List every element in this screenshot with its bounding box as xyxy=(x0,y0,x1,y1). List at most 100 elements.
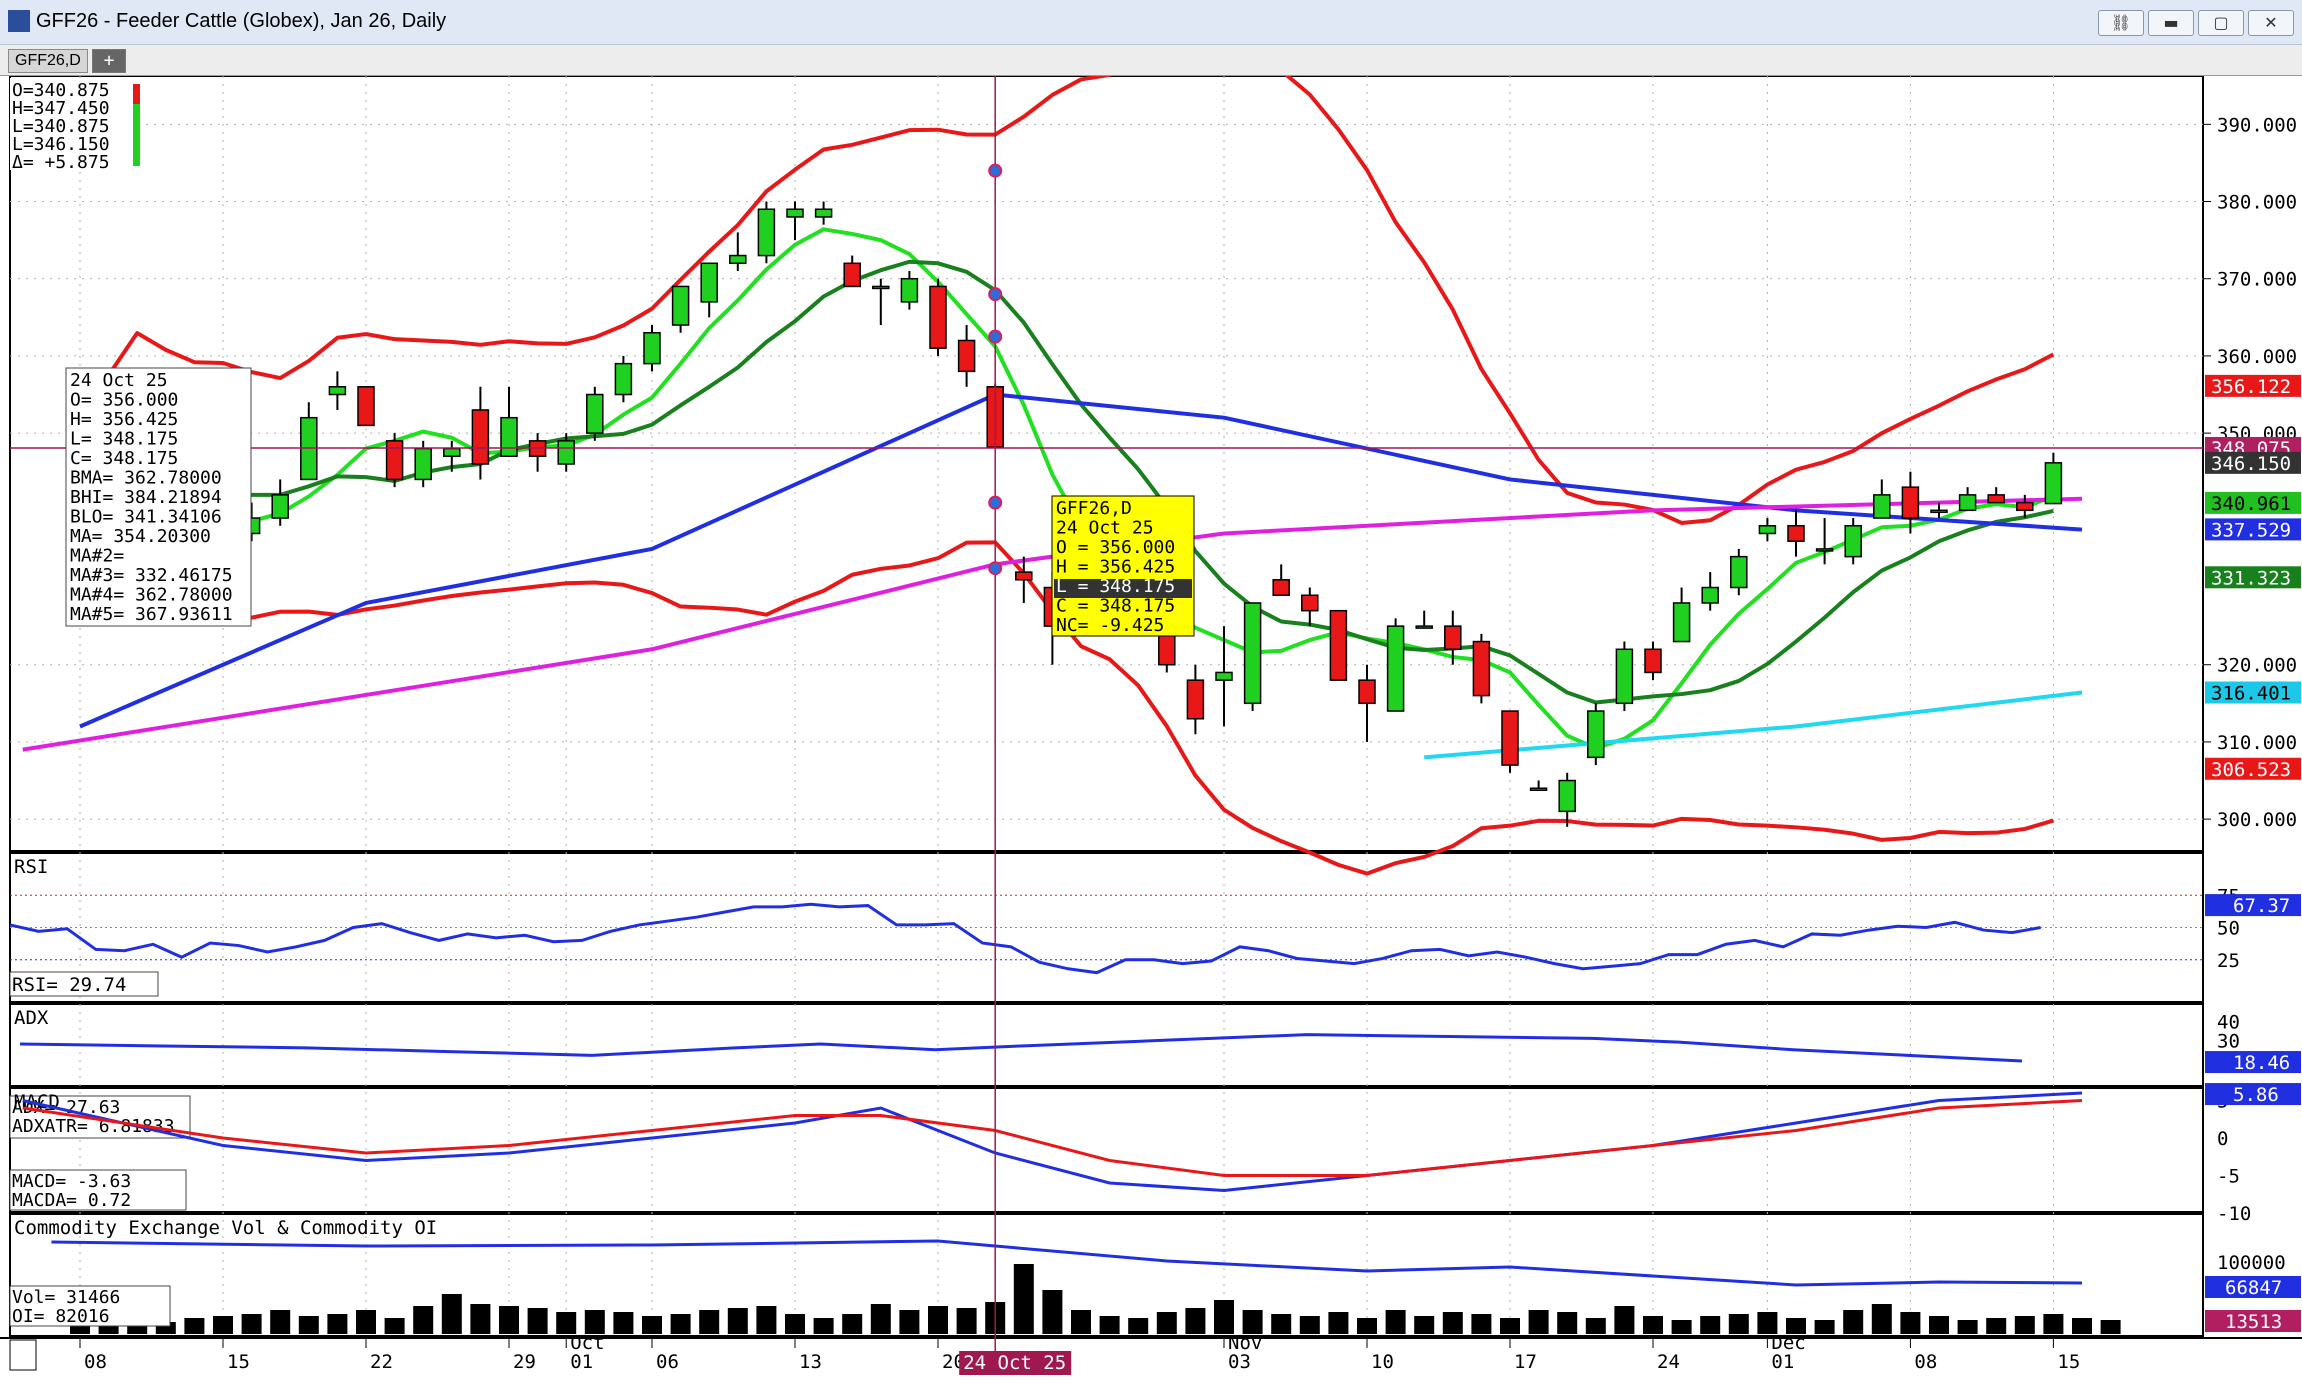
macd-tick-label: -10 xyxy=(2217,1203,2251,1225)
candle-body xyxy=(2016,501,2034,512)
date-tick-label: 08 xyxy=(84,1351,107,1373)
data-window-line: MA= 354.20300 xyxy=(70,526,211,547)
rsi-line xyxy=(9,902,2041,975)
ohlc-line: O=340.875 xyxy=(12,80,110,101)
volume-bar xyxy=(1128,1318,1149,1334)
candle-body xyxy=(1730,555,1748,589)
volume-bar xyxy=(1814,1320,1835,1334)
ohlc-box-bg xyxy=(10,78,140,170)
volume-bar xyxy=(270,1310,291,1334)
volume-bar xyxy=(1671,1320,1692,1334)
price-flag-label: 340.961 xyxy=(2211,493,2291,515)
tooltip-line: H = 356.425 xyxy=(1056,557,1175,578)
cursor-dot xyxy=(988,495,1003,510)
ohlc-line: L=340.875 xyxy=(12,116,110,137)
volume-bar xyxy=(613,1312,634,1334)
candle-body xyxy=(1415,625,1433,629)
volume-bar xyxy=(556,1312,577,1334)
month-label: Nov xyxy=(1228,1332,1262,1354)
link-button[interactable]: ⛓ xyxy=(2098,10,2144,36)
data-window-line: C= 348.175 xyxy=(70,448,178,469)
data-window-bg xyxy=(65,367,252,627)
price-flag-label: 306.523 xyxy=(2211,759,2291,781)
volume-bar xyxy=(2100,1320,2121,1334)
tooltip-bg xyxy=(1051,495,1195,637)
volume-bar xyxy=(2072,1318,2092,1334)
price-tick-label: 380.000 xyxy=(2217,192,2297,214)
candle-body xyxy=(1930,509,1948,514)
volume-bar xyxy=(499,1306,519,1334)
candle-body xyxy=(843,262,861,288)
maximize-button[interactable]: ▢ xyxy=(2198,10,2244,36)
volume-bar xyxy=(2014,1316,2035,1334)
price-flag xyxy=(2205,451,2301,474)
volume-bar xyxy=(727,1308,748,1334)
candle-body xyxy=(1701,586,1719,604)
chart-tab[interactable]: GFF26,D xyxy=(8,49,88,73)
candle-body xyxy=(1615,648,1634,705)
volume-bar xyxy=(813,1318,834,1334)
candle-body xyxy=(557,440,575,465)
cursor-dot xyxy=(988,329,1003,344)
data-window-line: MA#5= 367.93611 xyxy=(70,604,233,625)
volume-bar xyxy=(1986,1318,2007,1334)
vol-readout: Vol= 31466 xyxy=(12,1287,120,1308)
volume-bar xyxy=(1871,1304,1892,1334)
vol-readout: OI= 82016 xyxy=(12,1306,110,1327)
volume-bar xyxy=(1099,1316,1120,1334)
macd-tick-label: 0 xyxy=(2217,1128,2228,1150)
volume-bar xyxy=(870,1304,891,1334)
volume-bar xyxy=(384,1318,405,1334)
volume-bar xyxy=(785,1314,805,1334)
price-flag-label: 331.323 xyxy=(2211,567,2291,589)
candle-body xyxy=(929,285,947,349)
rsi-readout: RSI= 29.74 xyxy=(12,974,126,996)
volume-bar xyxy=(1385,1310,1406,1334)
add-tab-button[interactable]: + xyxy=(92,49,126,73)
cursor-dot xyxy=(988,561,1003,576)
candle-body xyxy=(357,386,375,427)
volume-bar xyxy=(1042,1290,1063,1334)
panel-frame xyxy=(9,1003,2204,1087)
volume-bar xyxy=(1328,1312,1349,1334)
volume-bar xyxy=(1643,1316,1663,1334)
date-tick-label: 08 xyxy=(1914,1351,1937,1373)
bollinger-upper-line xyxy=(79,76,2055,525)
candle-body xyxy=(786,208,804,218)
volume-bar xyxy=(441,1294,462,1334)
adx-flag-label: 18.46 xyxy=(2233,1052,2290,1074)
macd-signal-line xyxy=(22,1099,2083,1177)
date-tick-label: 01 xyxy=(1771,1351,1794,1373)
candle-body xyxy=(471,409,490,465)
volume-bar xyxy=(1929,1316,1949,1334)
volume-bar xyxy=(1357,1318,1377,1334)
price-flag xyxy=(2205,681,2301,704)
adx-line xyxy=(19,1033,2023,1063)
minimize-button[interactable]: ▬ xyxy=(2148,10,2194,36)
volume-bar xyxy=(1557,1312,1578,1334)
data-window-line: MA#3= 332.46175 xyxy=(70,565,233,586)
candle-body xyxy=(1529,787,1548,791)
candle-body xyxy=(1501,710,1519,766)
candle-body xyxy=(1186,679,1205,720)
ohlc-swatch-green xyxy=(133,104,140,166)
cursor-dot xyxy=(988,163,1003,178)
price-flag-label: 346.150 xyxy=(2211,453,2291,475)
candle-body xyxy=(385,440,404,481)
ma-mid-line xyxy=(79,259,2054,705)
volume-bar xyxy=(1500,1318,1520,1334)
volume-bar xyxy=(699,1310,720,1334)
ohlc-swatch-red xyxy=(133,84,140,104)
price-flag xyxy=(2205,491,2301,514)
close-button[interactable]: ✕ xyxy=(2248,10,2294,36)
volume-bar xyxy=(356,1310,376,1334)
data-window-line: MA#2= xyxy=(70,546,124,567)
volume-bar xyxy=(184,1318,205,1334)
candle-body xyxy=(1587,710,1605,759)
volume-bar xyxy=(1700,1316,1721,1334)
price-flag-label: 337.529 xyxy=(2211,519,2291,541)
